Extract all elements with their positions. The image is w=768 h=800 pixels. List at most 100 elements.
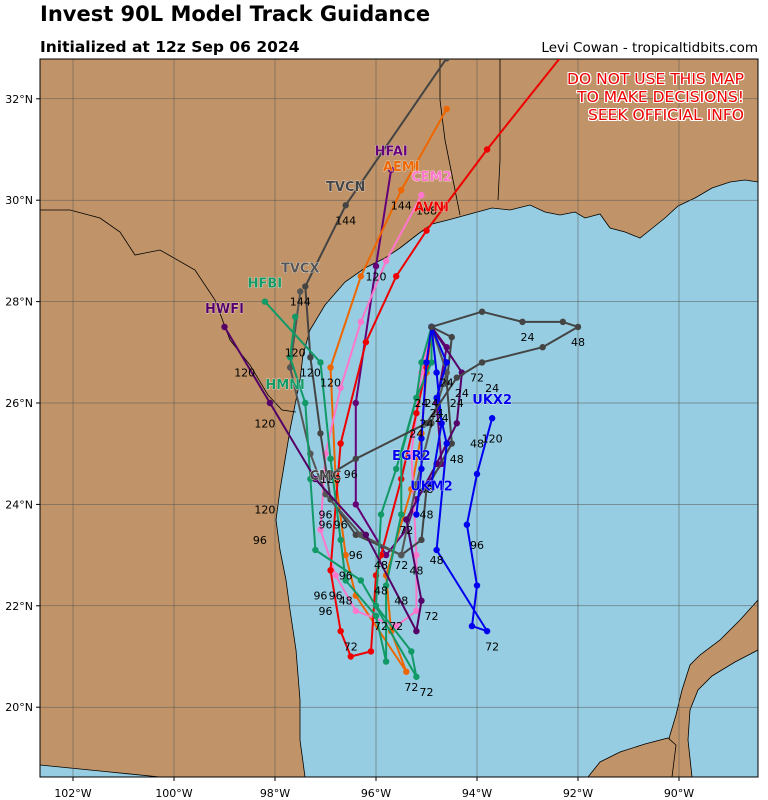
hour-label: 120: [234, 367, 255, 380]
track-point: [367, 648, 375, 655]
track-point: [473, 470, 481, 478]
hour-label: 144: [335, 214, 356, 227]
texas-louisiana-border: [439, 59, 461, 216]
track-point: [362, 531, 370, 539]
track-point: [443, 359, 450, 366]
hour-label: 24: [414, 397, 428, 410]
track-point: [488, 415, 496, 422]
disclaimer-warning: DO NOT USE THIS MAP TO MAKE DECISIONS! S…: [567, 70, 744, 124]
track-point: [478, 308, 486, 315]
track-point: [342, 551, 349, 559]
track-point: [337, 384, 344, 391]
track-point: [337, 627, 344, 635]
track-line: [329, 108, 448, 673]
credit-text: Levi Cowan - tropicaltidbits.com: [541, 40, 758, 56]
model-label-avni: AVNI: [414, 200, 449, 215]
hour-label: 24: [435, 412, 449, 425]
mississippi-border: [497, 59, 501, 201]
hour-label: 48: [409, 564, 423, 577]
track-point: [382, 582, 390, 589]
track-point: [413, 409, 420, 417]
hour-label: 48: [420, 509, 434, 522]
track-point: [453, 374, 460, 381]
track-point: [418, 359, 425, 366]
track-point: [312, 546, 319, 554]
hour-label: 72: [394, 559, 408, 572]
hour-label: 168: [416, 204, 437, 217]
track-point: [448, 440, 455, 447]
track-point: [332, 572, 339, 579]
model-label-cem2: CEM2: [411, 170, 451, 185]
track-point: [423, 420, 430, 427]
track-point: [403, 516, 410, 523]
hour-label: 120: [366, 270, 387, 283]
hour-label: 120: [320, 377, 341, 390]
track-point: [352, 607, 359, 615]
track-point: [413, 607, 420, 615]
track-point: [302, 399, 309, 407]
lon-label: 92°W: [563, 787, 593, 800]
track-point: [418, 435, 425, 442]
track-point: [443, 440, 450, 447]
hour-label: 72: [425, 610, 439, 623]
hour-label: 72: [344, 640, 358, 653]
hour-label: 96: [313, 590, 327, 603]
track-point: [347, 653, 354, 660]
track-point: [483, 146, 491, 153]
track-point: [413, 394, 420, 402]
hour-label: 24: [409, 427, 423, 440]
hour-label: 96: [349, 549, 363, 562]
model-label-aemi: AEMI: [383, 160, 420, 175]
hour-label: 144: [391, 199, 412, 212]
hour-label: 48: [571, 336, 585, 349]
track-point: [382, 257, 390, 265]
hour-label: 24: [450, 397, 464, 410]
track-line: [329, 59, 561, 658]
track-point: [377, 511, 385, 518]
hour-label: 96: [334, 519, 348, 532]
yucatan-land: [587, 737, 677, 777]
hour-label: 24: [420, 417, 434, 430]
track-point: [297, 288, 304, 295]
track-cmc: [327, 308, 582, 478]
hour-label: 96: [470, 539, 484, 552]
hour-label: 48: [339, 595, 353, 608]
track-line: [319, 194, 433, 628]
hour-label: 24: [455, 387, 469, 400]
hour-label: 24: [521, 331, 535, 344]
model-label-hmni: HMNI: [265, 378, 305, 393]
track-point: [403, 668, 410, 675]
lat-label: 30°N: [5, 194, 33, 207]
track-point: [418, 191, 425, 199]
pacific-ocean: [40, 764, 161, 777]
track-point: [483, 627, 491, 635]
track-point: [261, 298, 269, 305]
track-point: [398, 551, 405, 559]
track-point: [357, 318, 365, 326]
lon-label: 94°W: [462, 787, 492, 800]
lat-label: 24°N: [5, 498, 33, 511]
caribbean-sea: [687, 649, 758, 777]
track-point: [413, 627, 420, 635]
track-point: [327, 567, 334, 574]
track-point: [221, 323, 228, 331]
hour-label: 120: [320, 473, 341, 486]
track-point: [398, 511, 405, 518]
track-point: [443, 105, 450, 113]
track-point: [463, 521, 471, 528]
hour-label: 96: [319, 605, 333, 618]
model-label-egr2: EGR2: [392, 449, 431, 464]
hour-label: 48: [450, 453, 464, 466]
lon-label: 90°W: [664, 787, 694, 800]
lat-label: 22°N: [5, 600, 33, 613]
lon-label: 96°W: [361, 787, 391, 800]
lat-label: 32°N: [5, 93, 33, 106]
hour-label: 120: [285, 346, 306, 359]
track-point: [327, 364, 334, 371]
track-hwfi: [221, 323, 466, 635]
track-point: [428, 323, 435, 331]
hour-label: 24: [430, 407, 444, 420]
track-point: [519, 318, 526, 326]
track-point: [443, 59, 450, 62]
track-point: [418, 597, 425, 604]
